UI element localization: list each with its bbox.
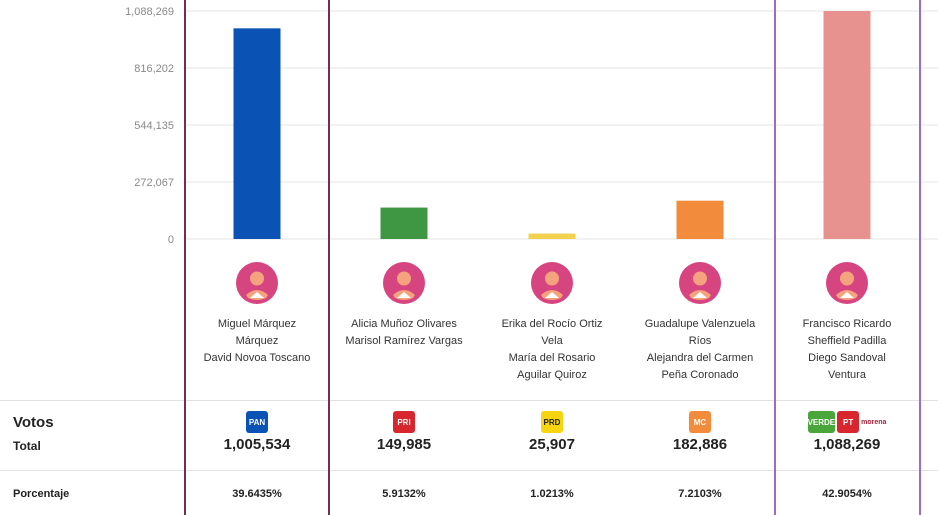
bar — [676, 200, 724, 239]
candidate-name-line: Alicia Muñoz Olivares — [351, 318, 457, 330]
percentage-value: 1.0213% — [530, 488, 574, 500]
candidate-block: Guadalupe Valenzuela Ríos Alejandra del Ca… — [630, 262, 770, 384]
verde-logo-icon: VERDE — [807, 411, 836, 433]
votes-value: 149,985 — [376, 436, 432, 453]
bar-chart: 1,088,269 816,202 544,135 272,067 0 — [125, 6, 938, 246]
candidate-name-line: Erika del Rocío Ortiz — [501, 318, 603, 330]
total-label: Total — [13, 439, 41, 453]
candidate-name-line: Peña Coronado — [661, 369, 739, 381]
y-tick-label: 272,067 — [134, 177, 174, 189]
avatar-icon — [531, 262, 573, 304]
candidate-name-line: Vela — [541, 335, 563, 347]
candidate-name-line: Miguel Márquez — [217, 318, 297, 330]
candidate-block: Erika del Rocío Ortiz Vela María del Rosar… — [482, 262, 622, 384]
candidate-name-line: Aguilar Quiroz — [517, 369, 587, 381]
candidate-names: Guadalupe Valenzuela Ríos Alejandra del Ca… — [630, 316, 770, 384]
votes-value: 182,886 — [672, 436, 728, 453]
percentage-value: 5.9132% — [382, 488, 426, 500]
votos-label: Votos — [13, 414, 54, 431]
column-divider — [184, 0, 186, 515]
y-tick-label: 0 — [168, 234, 174, 246]
percentage-value: 7.2103% — [678, 488, 722, 500]
candidate-block: Francisco Ricardo Sheffield Padilla Diego … — [777, 262, 917, 384]
candidate-block: Alicia Muñoz Olivares Marisol Ramírez Var… — [334, 262, 474, 350]
candidate-name-line: Guadalupe Valenzuela — [644, 318, 756, 330]
y-axis-ticks: 1,088,269 816,202 544,135 272,067 0 — [125, 6, 174, 246]
candidate-name-line: Ventura — [828, 369, 866, 381]
y-tick-label: 544,135 — [134, 120, 174, 132]
bar — [528, 233, 576, 239]
bar — [380, 207, 428, 239]
votes-value: 25,907 — [529, 436, 575, 453]
candidate-names: Alicia Muñoz Olivares Marisol Ramírez Var… — [334, 316, 474, 350]
avatar-icon — [826, 262, 868, 304]
candidate-name-line: María del Rosario — [508, 352, 596, 364]
y-tick-label: 816,202 — [134, 63, 174, 75]
votes-value: 1,005,534 — [223, 436, 291, 453]
candidate-name-line: Diego Sandoval — [808, 352, 886, 364]
porcentaje-label: Porcentaje — [13, 488, 70, 500]
candidate-block: Miguel Márquez Márquez David Novoa Toscano — [187, 262, 327, 367]
bar — [233, 28, 281, 240]
column-divider — [919, 0, 921, 515]
percentage-value: 42.9054% — [822, 488, 872, 500]
votes-value: 1,088,269 — [813, 436, 881, 453]
column-divider — [328, 0, 330, 515]
y-tick-label: 1,088,269 — [125, 6, 174, 18]
prd-logo-icon: PRD — [541, 411, 563, 433]
party-logos: VERDE PT morena — [777, 410, 917, 434]
avatar-icon — [383, 262, 425, 304]
column-divider — [774, 0, 776, 515]
avatar-icon — [679, 262, 721, 304]
candidate-name-line: David Novoa Toscano — [203, 352, 311, 364]
mc-logo-icon: MC — [689, 411, 711, 433]
candidate-name-line: Francisco Ricardo — [802, 318, 892, 330]
candidate-name-line: Marisol Ramírez Vargas — [345, 335, 463, 347]
party-logos: PAN — [187, 410, 327, 434]
candidate-name-line: Alejandra del Carmen — [646, 352, 754, 364]
candidate-name-line: Márquez — [235, 335, 279, 347]
candidate-names: Erika del Rocío Ortiz Vela María del Rosar… — [482, 316, 622, 384]
table-divider-top — [0, 400, 938, 401]
candidate-name-line: Ríos — [688, 335, 712, 347]
table-divider-middle — [0, 470, 938, 471]
bar — [823, 11, 871, 239]
votes-cell: MC 182,886 — [630, 410, 770, 453]
pan-logo-icon: PAN — [246, 411, 268, 433]
pt-logo-icon: PT — [837, 411, 860, 433]
bar-series — [233, 11, 871, 240]
percentage-value: 39.6435% — [232, 488, 282, 500]
votes-cell: PRD 25,907 — [482, 410, 622, 453]
candidate-names: Francisco Ricardo Sheffield Padilla Diego … — [777, 316, 917, 384]
party-logos: PRI — [334, 410, 474, 434]
pri-logo-icon: PRI — [393, 411, 415, 433]
candidate-name-line: Sheffield Padilla — [807, 335, 887, 347]
morena-logo-icon: morena — [861, 418, 887, 426]
votes-cell: VERDE PT morena 1,088,269 — [777, 410, 917, 453]
votes-cell: PAN 1,005,534 — [187, 410, 327, 453]
candidate-names: Miguel Márquez Márquez David Novoa Toscano — [187, 316, 327, 367]
votes-cell: PRI 149,985 — [334, 410, 474, 453]
party-logos: PRD — [482, 410, 622, 434]
avatar-icon — [236, 262, 278, 304]
party-logos: MC — [630, 410, 770, 434]
